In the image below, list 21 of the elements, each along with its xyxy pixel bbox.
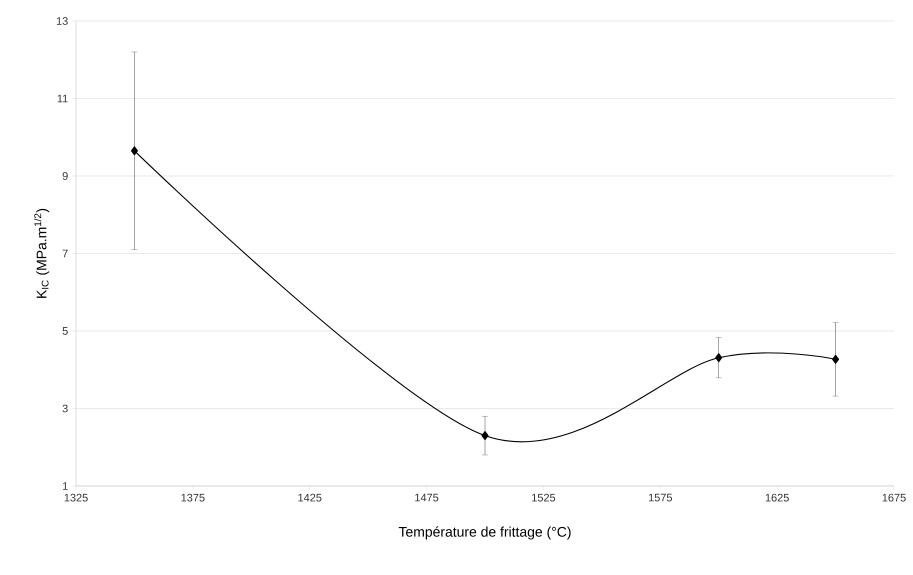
y-axis-title: K$_{IC}$ (MPa.m$^{1/2}$) — [34, 208, 50, 298]
x-tick-label: 1475 — [415, 494, 438, 502]
y-tick-label: 1 — [62, 482, 68, 490]
y-tick-label: 3 — [62, 404, 68, 412]
point — [481, 431, 489, 440]
x-tick-label: 1525 — [532, 494, 556, 502]
point — [130, 146, 138, 156]
point — [715, 353, 722, 362]
x-axis-title: Température de frittage (°C) — [398, 526, 571, 540]
y-tick-label: 9 — [62, 172, 68, 180]
y-tick-label: 11 — [58, 94, 68, 102]
x-tick-label: 1425 — [298, 494, 322, 502]
point — [832, 354, 840, 364]
x-tick-label: 1375 — [182, 494, 205, 502]
y-tick-label: 5 — [62, 327, 68, 335]
x-tick-label: 1575 — [648, 494, 672, 502]
x-tick-label: 1325 — [64, 494, 88, 502]
y-tick-label: 7 — [62, 250, 68, 258]
x-tick-label: 1675 — [882, 494, 906, 502]
x-tick-label: 1625 — [766, 494, 789, 502]
y-tick-label: 13 — [56, 17, 68, 25]
